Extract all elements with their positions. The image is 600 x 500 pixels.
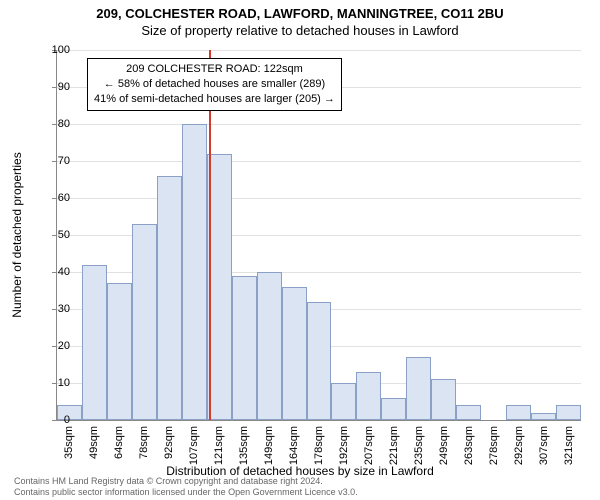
annotation-line-2: ← 58% of detached houses are smaller (28… [94, 77, 335, 92]
xtick-label: 107sqm [188, 426, 200, 465]
histogram-bar [307, 302, 332, 420]
histogram-bar [506, 405, 531, 420]
xtick-label: 307sqm [538, 426, 550, 465]
ytick-label: 40 [40, 266, 70, 278]
gridline [57, 50, 581, 51]
annotation-line-1: 209 COLCHESTER ROAD: 122sqm [94, 62, 335, 77]
xtick-label: 49sqm [88, 426, 100, 459]
ytick-label: 90 [40, 81, 70, 93]
xtick-label: 278sqm [488, 426, 500, 465]
annotation-line-3: 41% of semi-detached houses are larger (… [94, 92, 335, 107]
xtick-label: 135sqm [238, 426, 250, 465]
histogram-bar [82, 265, 107, 420]
histogram-bar [406, 357, 431, 420]
histogram-bar [456, 405, 481, 420]
footer-text: Contains HM Land Registry data © Crown c… [14, 476, 358, 498]
histogram-bar [157, 176, 182, 420]
xtick-label: 249sqm [438, 426, 450, 465]
xtick-label: 164sqm [288, 426, 300, 465]
xtick-label: 292sqm [513, 426, 525, 465]
chart-title-sub: Size of property relative to detached ho… [0, 21, 600, 38]
histogram-bar [107, 283, 132, 420]
ytick-label: 80 [40, 118, 70, 130]
histogram-bar [182, 124, 207, 420]
xtick-label: 207sqm [363, 426, 375, 465]
xtick-label: 178sqm [313, 426, 325, 465]
plot-area: 209 COLCHESTER ROAD: 122sqm ← 58% of det… [56, 50, 581, 421]
histogram-bar [257, 272, 282, 420]
histogram-bar [232, 276, 257, 420]
ytick-label: 50 [40, 229, 70, 241]
xtick-label: 78sqm [138, 426, 150, 459]
gridline [57, 124, 581, 125]
annotation-box: 209 COLCHESTER ROAD: 122sqm ← 58% of det… [87, 58, 342, 111]
gridline [57, 161, 581, 162]
xtick-label: 235sqm [413, 426, 425, 465]
histogram-bar [531, 413, 556, 420]
xtick-label: 92sqm [163, 426, 175, 459]
ytick-label: 100 [40, 44, 70, 56]
histogram-bar [431, 379, 456, 420]
xtick-label: 263sqm [463, 426, 475, 465]
ytick-label: 0 [40, 414, 70, 426]
xtick-label: 121sqm [213, 426, 225, 465]
ytick-label: 70 [40, 155, 70, 167]
xtick-label: 64sqm [113, 426, 125, 459]
gridline [57, 198, 581, 199]
histogram-bar [282, 287, 307, 420]
ytick-label: 30 [40, 303, 70, 315]
histogram-bar [356, 372, 381, 420]
ytick-label: 20 [40, 340, 70, 352]
xtick-label: 321sqm [563, 426, 575, 465]
histogram-bar [132, 224, 157, 420]
ytick-label: 60 [40, 192, 70, 204]
histogram-bar [331, 383, 356, 420]
ytick-label: 10 [40, 377, 70, 389]
histogram-bar [556, 405, 581, 420]
xtick-label: 192sqm [338, 426, 350, 465]
xtick-label: 149sqm [263, 426, 275, 465]
xtick-label: 221sqm [388, 426, 400, 465]
gridline [57, 420, 581, 421]
xtick-label: 35sqm [63, 426, 75, 459]
chart-title-main: 209, COLCHESTER ROAD, LAWFORD, MANNINGTR… [0, 0, 600, 21]
histogram-bar [381, 398, 406, 420]
y-axis-label: Number of detached properties [10, 152, 24, 317]
histogram-chart: 209, COLCHESTER ROAD, LAWFORD, MANNINGTR… [0, 0, 600, 500]
